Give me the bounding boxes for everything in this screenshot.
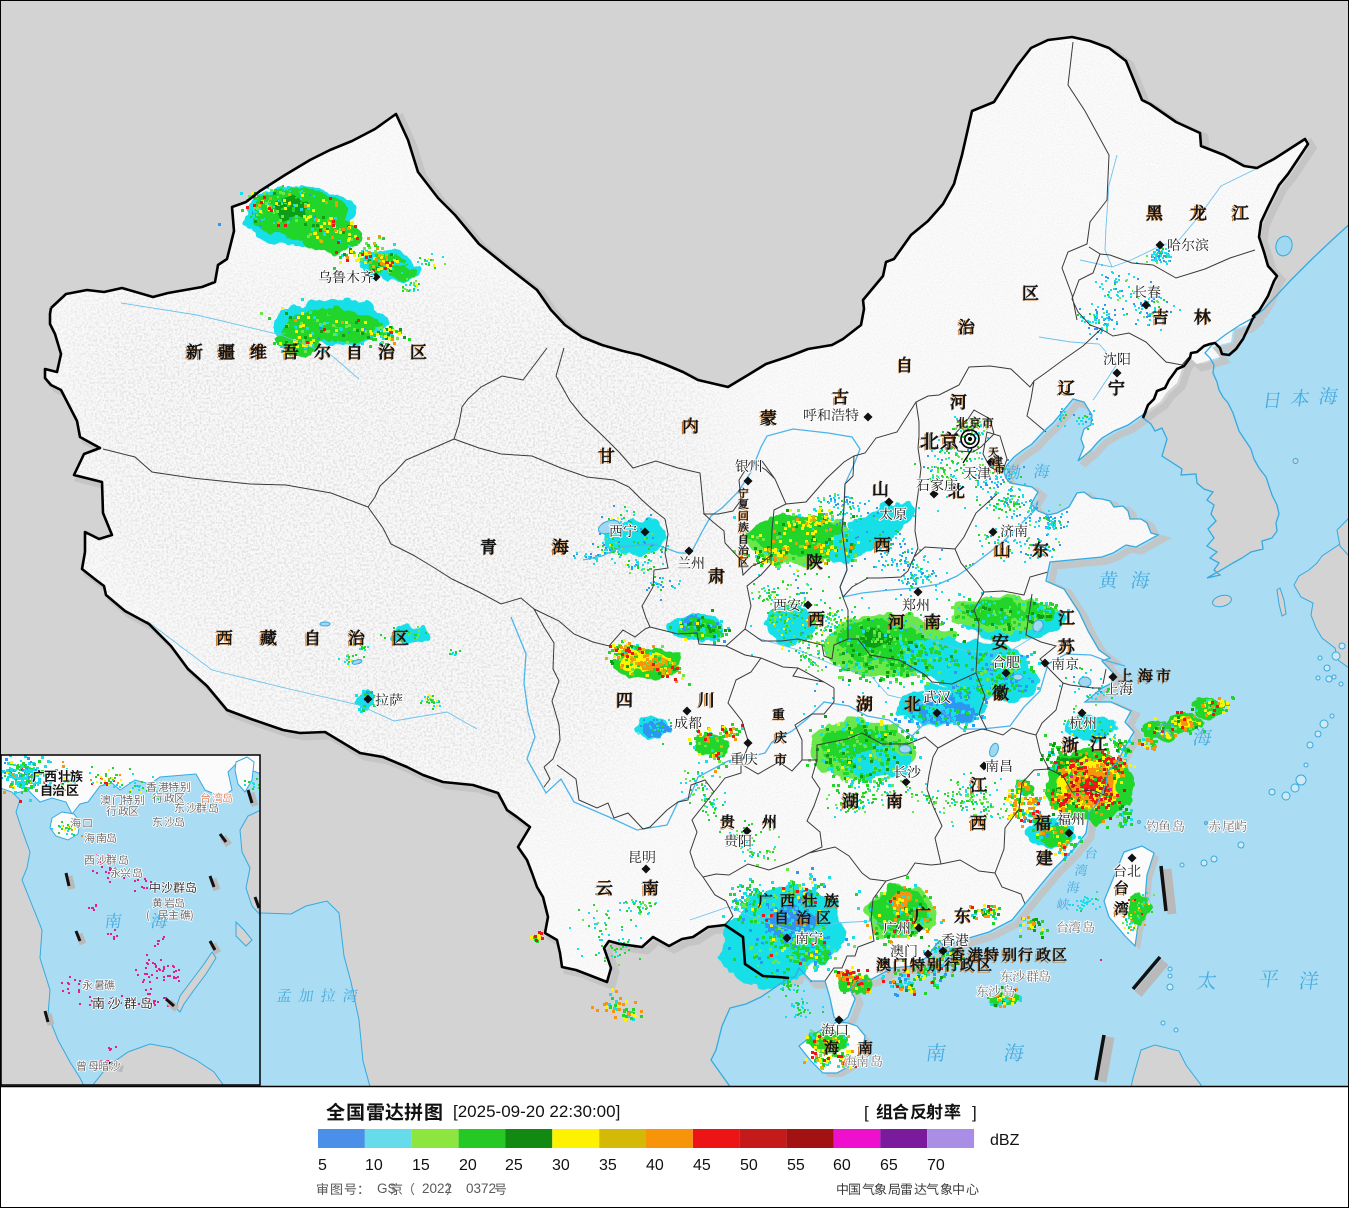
- svg-text:70: 70: [927, 1157, 945, 1174]
- svg-text:55: 55: [787, 1157, 805, 1174]
- svg-text:15: 15: [412, 1157, 430, 1174]
- svg-text:45: 45: [693, 1157, 711, 1174]
- svg-text:25: 25: [505, 1157, 523, 1174]
- svg-text:30: 30: [552, 1157, 570, 1174]
- svg-text:40: 40: [646, 1157, 664, 1174]
- svg-text:50: 50: [740, 1157, 758, 1174]
- svg-text:dBZ: dBZ: [990, 1132, 1020, 1149]
- svg-text:10: 10: [365, 1157, 383, 1174]
- svg-text:65: 65: [880, 1157, 898, 1174]
- svg-text:[: [: [864, 1103, 869, 1122]
- svg-text:[2025-09-20 22:30:00]: [2025-09-20 22:30:00]: [453, 1102, 620, 1121]
- svg-text:GS: GS: [377, 1181, 397, 1196]
- svg-text:0372: 0372: [466, 1181, 496, 1196]
- svg-text:20: 20: [459, 1157, 477, 1174]
- svg-text:60: 60: [833, 1157, 851, 1174]
- svg-text:]: ]: [972, 1103, 977, 1122]
- svg-text:35: 35: [599, 1157, 617, 1174]
- svg-text:5: 5: [318, 1157, 327, 1174]
- svg-text:2022: 2022: [422, 1181, 452, 1196]
